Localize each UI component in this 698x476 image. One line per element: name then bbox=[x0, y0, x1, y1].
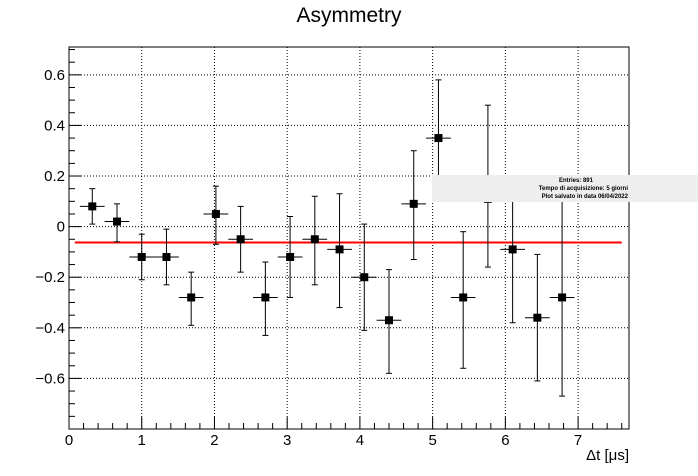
x-tick-label: 3 bbox=[283, 432, 291, 449]
y-tick-label: −0.6 bbox=[35, 370, 65, 387]
stats-acquisition-time: Tempo di acquisizione: 5 giorni bbox=[538, 186, 628, 192]
point-marker bbox=[434, 134, 443, 143]
data-point bbox=[154, 228, 179, 286]
axes: 0 1 2 3 4 5 6 7 −0.6 −0.4 −0.2 0 0.2 0.4 0.6 bbox=[35, 49, 623, 449]
y-tick-label: 0 bbox=[57, 219, 65, 236]
point-marker bbox=[137, 252, 146, 261]
point-marker bbox=[409, 199, 418, 208]
stats-save-date: Plot salvato in data 06/04/2022 bbox=[541, 194, 628, 200]
x-tick-label: 0 bbox=[65, 432, 73, 449]
chart-title: Asymmetry bbox=[297, 4, 403, 27]
point-marker bbox=[261, 293, 270, 302]
data-point bbox=[525, 253, 550, 382]
data-point bbox=[376, 269, 402, 374]
point-marker bbox=[113, 217, 121, 226]
x-tick-label: 6 bbox=[501, 432, 509, 449]
plot-frame bbox=[68, 46, 630, 430]
point-marker bbox=[236, 235, 245, 244]
y-tick-label: 0.4 bbox=[44, 117, 65, 134]
point-marker bbox=[88, 202, 97, 211]
point-marker bbox=[385, 316, 393, 325]
data-point bbox=[178, 271, 204, 326]
data-point bbox=[450, 231, 476, 369]
x-tick-label: 2 bbox=[210, 432, 218, 449]
point-marker bbox=[558, 293, 567, 302]
stats-box: Entries: 891 Tempo di acquisizione: 5 gi… bbox=[432, 175, 698, 202]
data-point bbox=[104, 203, 130, 243]
point-marker bbox=[211, 209, 220, 218]
data-point bbox=[549, 200, 575, 397]
x-tick-label: 7 bbox=[574, 432, 582, 449]
point-marker bbox=[508, 245, 517, 254]
x-tick-label: 1 bbox=[138, 432, 146, 449]
x-tick-label: 5 bbox=[428, 432, 436, 449]
data-point bbox=[228, 205, 253, 273]
data-point bbox=[203, 185, 229, 245]
grid bbox=[68, 47, 629, 429]
point-marker bbox=[187, 293, 196, 302]
data-point bbox=[401, 150, 427, 261]
point-marker bbox=[360, 273, 369, 282]
data-point bbox=[351, 223, 377, 331]
point-marker bbox=[533, 313, 542, 322]
data-point bbox=[253, 261, 278, 336]
y-tick-label: −0.4 bbox=[35, 320, 65, 337]
y-tick-label: 0.2 bbox=[44, 168, 65, 185]
point-marker bbox=[162, 252, 171, 261]
x-axis-label: Δt [μs] bbox=[586, 447, 629, 464]
data-point bbox=[277, 215, 303, 298]
y-tick-label: −0.2 bbox=[35, 269, 65, 286]
point-marker bbox=[335, 245, 344, 254]
data-point bbox=[79, 188, 105, 225]
stats-entries: Entries: 891 bbox=[558, 178, 593, 184]
data-point bbox=[302, 195, 328, 286]
x-tick-label: 4 bbox=[356, 432, 364, 449]
point-marker bbox=[459, 293, 468, 302]
point-marker bbox=[286, 252, 295, 261]
point-marker bbox=[310, 235, 319, 244]
data-points bbox=[79, 79, 575, 397]
data-point bbox=[129, 233, 155, 281]
data-point bbox=[327, 193, 352, 309]
y-tick-label: 0.6 bbox=[44, 67, 65, 84]
